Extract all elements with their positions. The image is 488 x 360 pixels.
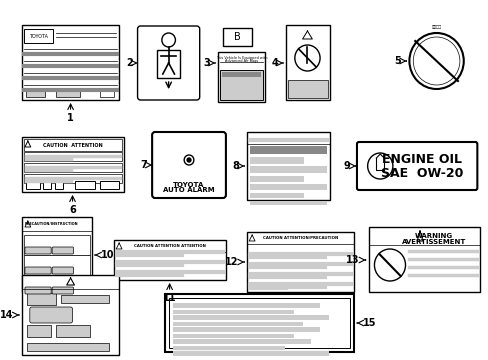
Text: 3: 3 — [203, 58, 210, 68]
Text: 13: 13 — [346, 255, 359, 265]
Text: 乗車禁止: 乗車禁止 — [431, 25, 441, 29]
Bar — [24, 152, 122, 161]
Bar — [27, 343, 109, 351]
Bar — [218, 52, 264, 102]
Bar — [172, 303, 320, 308]
Bar — [22, 217, 92, 292]
Bar — [250, 166, 326, 173]
Text: 11: 11 — [163, 293, 176, 303]
Bar — [250, 184, 326, 190]
Bar — [172, 339, 311, 344]
FancyBboxPatch shape — [152, 132, 225, 198]
Text: 12: 12 — [224, 257, 238, 267]
Text: 8: 8 — [232, 161, 239, 171]
Bar — [24, 29, 53, 43]
Text: CAUTION  ATTENTION: CAUTION ATTENTION — [42, 143, 102, 148]
Text: 6: 6 — [69, 205, 76, 215]
Bar — [43, 181, 51, 189]
Bar — [56, 89, 80, 97]
Bar — [75, 181, 95, 189]
Bar — [27, 293, 56, 305]
Text: 14: 14 — [0, 310, 13, 320]
Bar — [249, 282, 287, 290]
Bar — [157, 50, 180, 78]
Bar — [172, 327, 320, 332]
Bar — [172, 322, 302, 326]
Bar — [287, 80, 327, 98]
Bar — [56, 325, 90, 337]
FancyBboxPatch shape — [30, 307, 72, 323]
Text: SAE  OW-20: SAE OW-20 — [380, 166, 462, 180]
Bar — [27, 325, 51, 337]
Bar — [24, 255, 90, 275]
Text: B: B — [234, 32, 241, 42]
Bar — [55, 181, 62, 189]
Bar — [22, 25, 119, 100]
Bar — [250, 146, 326, 154]
Text: ENGINE OIL: ENGINE OIL — [381, 153, 461, 166]
Bar — [24, 139, 122, 151]
Text: 15: 15 — [362, 318, 376, 328]
Text: 7: 7 — [140, 160, 147, 170]
FancyBboxPatch shape — [52, 247, 73, 254]
Text: WARNING: WARNING — [414, 233, 452, 239]
Bar — [368, 227, 479, 292]
Bar — [164, 294, 353, 352]
Bar — [61, 295, 109, 303]
Text: PRECAUTION/INSTRUCTION: PRECAUTION/INSTRUCTION — [24, 222, 78, 226]
Bar — [247, 232, 353, 292]
Bar — [220, 70, 262, 100]
FancyBboxPatch shape — [137, 26, 199, 100]
Bar — [22, 275, 119, 355]
Bar — [26, 89, 45, 97]
Bar — [24, 275, 90, 295]
Bar — [285, 25, 329, 100]
Text: TOYOTA: TOYOTA — [29, 33, 48, 39]
FancyBboxPatch shape — [25, 287, 51, 294]
Text: CAUTION ATTENTION ATTENTION: CAUTION ATTENTION ATTENTION — [133, 244, 205, 248]
Bar — [172, 346, 285, 350]
Bar — [24, 235, 90, 255]
Bar — [247, 132, 329, 200]
Text: Advanced Air Bags: Advanced Air Bags — [224, 59, 258, 63]
Bar — [222, 72, 260, 77]
FancyBboxPatch shape — [52, 267, 73, 274]
Bar — [24, 174, 122, 183]
Bar — [250, 157, 303, 164]
FancyBboxPatch shape — [25, 247, 51, 254]
Text: 4: 4 — [271, 58, 278, 68]
Text: This Vehicle Is Equipped with: This Vehicle Is Equipped with — [215, 56, 266, 60]
Bar — [223, 28, 252, 46]
Text: AUTO ALARM: AUTO ALARM — [163, 187, 214, 193]
Bar — [250, 176, 303, 182]
Text: 10: 10 — [101, 250, 114, 260]
Text: 2: 2 — [126, 58, 132, 68]
Bar — [172, 310, 293, 314]
Bar — [114, 240, 225, 280]
Bar — [26, 181, 41, 189]
FancyBboxPatch shape — [25, 267, 51, 274]
Bar — [172, 315, 328, 320]
Text: 5: 5 — [393, 56, 400, 66]
Bar — [172, 334, 293, 338]
Bar — [100, 181, 119, 189]
Circle shape — [187, 158, 191, 162]
Bar — [24, 163, 122, 172]
Bar — [100, 89, 114, 97]
Text: AVERTISSEMENT: AVERTISSEMENT — [401, 239, 465, 245]
Text: 1: 1 — [67, 113, 74, 123]
Bar — [172, 351, 328, 356]
Text: CAUTION ATTENTION/PRECAUTION: CAUTION ATTENTION/PRECAUTION — [263, 236, 338, 240]
Bar — [250, 193, 303, 198]
FancyBboxPatch shape — [52, 287, 73, 294]
Bar — [250, 201, 326, 205]
Bar — [22, 137, 124, 192]
Text: 9: 9 — [343, 161, 349, 171]
Bar — [168, 298, 349, 348]
Text: TOYOTA: TOYOTA — [173, 182, 204, 188]
FancyBboxPatch shape — [356, 142, 476, 190]
